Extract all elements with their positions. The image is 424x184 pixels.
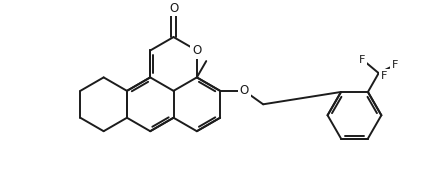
Text: F: F — [381, 71, 387, 81]
Text: F: F — [360, 55, 366, 65]
Text: F: F — [392, 60, 398, 70]
Text: O: O — [240, 84, 249, 97]
Text: O: O — [169, 2, 178, 15]
Text: O: O — [192, 44, 201, 57]
